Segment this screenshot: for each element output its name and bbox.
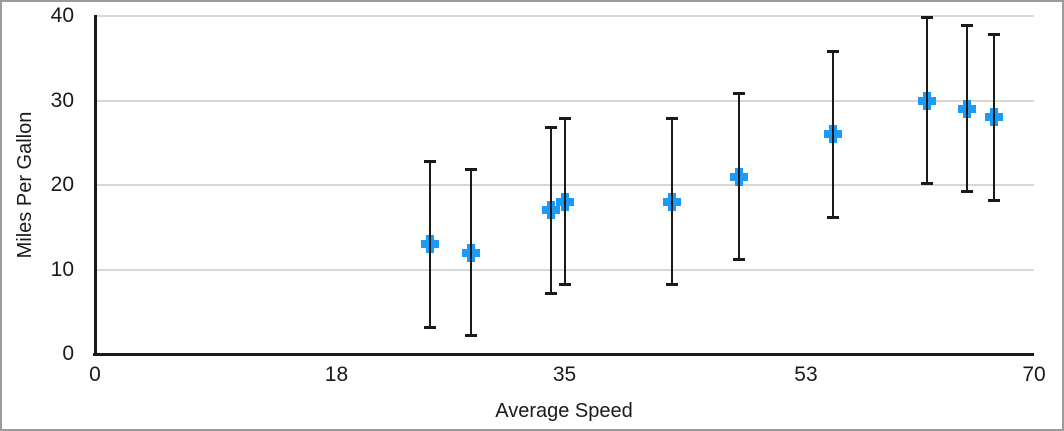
gridline-y-40	[95, 15, 1034, 17]
error-bar[interactable]	[920, 16, 933, 185]
error-bar[interactable]	[732, 92, 745, 262]
error-bar[interactable]	[665, 117, 678, 287]
x-tick-label-18: 18	[324, 363, 349, 386]
x-axis-title: Average Speed	[495, 400, 633, 422]
x-tick-label-0: 0	[89, 363, 101, 386]
error-bar[interactable]	[960, 24, 973, 194]
error-bar[interactable]	[464, 168, 477, 338]
y-tick-label-30: 30	[50, 88, 74, 112]
plot-area	[93, 15, 1034, 356]
error-bar[interactable]	[558, 117, 571, 287]
x-tick-label-70: 70	[1022, 363, 1046, 386]
y-axis-tick-labels: 0 10 20 30 40	[2, 2, 74, 429]
y-tick-label-10: 10	[50, 257, 74, 281]
x-tick-label-53: 53	[794, 363, 818, 386]
gridline-y-30	[95, 99, 1034, 102]
y-axis-line	[94, 15, 97, 354]
x-tick-label-35: 35	[552, 363, 577, 386]
error-bar[interactable]	[424, 159, 437, 329]
y-tick-label-20: 20	[50, 173, 74, 196]
error-bar[interactable]	[545, 125, 558, 295]
x-axis-line	[93, 353, 1034, 356]
error-bar[interactable]	[826, 49, 839, 219]
error-bar[interactable]	[987, 32, 1000, 202]
y-tick-label-0: 0	[62, 342, 74, 365]
y-tick-label-40: 40	[50, 4, 74, 27]
